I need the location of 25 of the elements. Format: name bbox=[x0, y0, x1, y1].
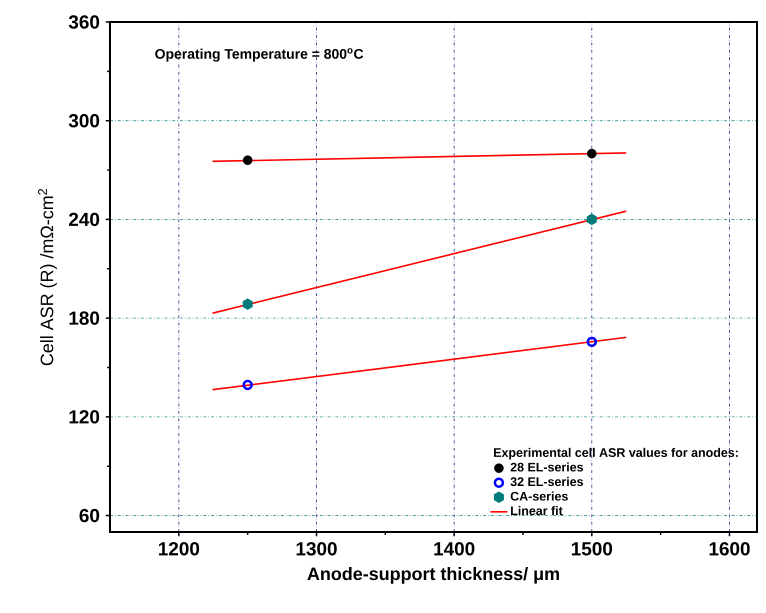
point bbox=[586, 336, 598, 348]
legend-label: 28 EL-series bbox=[510, 462, 584, 472]
x-tick-label: 1400 bbox=[434, 542, 474, 556]
legend-title: Experimental cell ASR values for anodes: bbox=[494, 448, 738, 460]
annotation: Operating Temperature = 800$^{o}$C bbox=[155, 48, 364, 62]
x-tick-label: 1500 bbox=[572, 542, 612, 556]
x-tick-label: 1200 bbox=[158, 542, 200, 556]
legend-label: Linear fit bbox=[511, 506, 563, 516]
x-tick-label: 1600 bbox=[710, 542, 750, 556]
y-tick-label: 180 bbox=[70, 311, 100, 325]
y-axis-title: Cell ASR (R) /mΩ-cm$^{2}$ bbox=[38, 188, 57, 366]
y-tick-label: 300 bbox=[68, 114, 100, 128]
y-tick-label: 360 bbox=[68, 15, 100, 29]
point bbox=[587, 148, 597, 158]
y-tick-label: 240 bbox=[68, 212, 100, 226]
point bbox=[586, 214, 597, 226]
legend-label: CA-series bbox=[510, 491, 568, 501]
point bbox=[242, 298, 253, 310]
y-tick-label: 60 bbox=[80, 508, 100, 522]
x-axis-title: Anode-support thickness/ μm bbox=[307, 567, 559, 584]
legend-label: 32 EL-series bbox=[510, 476, 584, 486]
y-tick-label: 120 bbox=[70, 410, 100, 424]
point bbox=[242, 155, 252, 165]
point bbox=[242, 380, 253, 390]
x-tick-label: 1300 bbox=[296, 542, 337, 556]
